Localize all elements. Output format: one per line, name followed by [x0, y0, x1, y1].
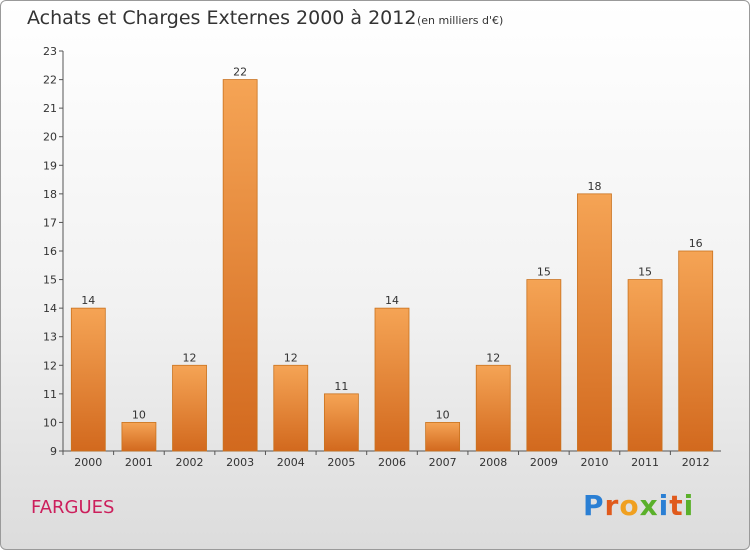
x-tick-label: 2000 — [74, 456, 102, 469]
x-tick-label: 2005 — [327, 456, 355, 469]
bar — [526, 279, 562, 452]
y-tick-label: 22 — [43, 74, 57, 87]
x-tick-label: 2007 — [429, 456, 457, 469]
x-tick-label: 2006 — [378, 456, 406, 469]
bar-value-label: 12 — [486, 351, 500, 364]
y-tick-label: 23 — [43, 45, 57, 58]
y-tick-label: 17 — [43, 216, 57, 229]
bar-value-label: 10 — [436, 408, 450, 421]
y-tick-label: 12 — [43, 359, 57, 372]
bar-value-label: 15 — [638, 266, 652, 279]
bar-value-label: 16 — [689, 237, 703, 250]
y-tick-label: 18 — [43, 188, 57, 201]
y-tick-label: 19 — [43, 159, 57, 172]
logo-letter: o — [619, 489, 640, 522]
x-tick-label: 2012 — [682, 456, 710, 469]
bar — [172, 364, 207, 452]
bar — [273, 364, 309, 452]
chart-title: Achats et Charges Externes 2000 à 2012 — [27, 7, 417, 29]
x-tick-label: 2008 — [479, 456, 507, 469]
bar — [577, 193, 612, 452]
bar-value-label: 18 — [587, 180, 601, 193]
logo-letter: P — [583, 489, 605, 522]
y-tick-label: 15 — [43, 274, 57, 287]
x-tick-label: 2001 — [125, 456, 153, 469]
y-tick-label: 20 — [43, 131, 57, 144]
x-tick-label: 2003 — [226, 456, 254, 469]
bar — [425, 422, 461, 452]
bar — [70, 307, 106, 452]
labels: 9 10 11 12 13 14 15 16 17 18 19 20 21 22 23 14 2000 10 200… — [43, 45, 710, 469]
logo-letter: i — [658, 489, 670, 522]
logo-letter: r — [604, 489, 620, 522]
x-tick-label: 2009 — [530, 456, 558, 469]
bar — [475, 364, 511, 452]
bar-value-label: 10 — [132, 408, 146, 421]
bar-value-label: 11 — [334, 380, 348, 393]
y-tick-label: 14 — [43, 302, 57, 315]
x-tick-label: 2002 — [176, 456, 204, 469]
bar — [678, 250, 714, 452]
proxiti-logo: Proxiti — [583, 489, 694, 523]
y-tick-label: 13 — [43, 331, 57, 344]
bar — [323, 393, 359, 452]
commune-name: FARGUES — [31, 497, 115, 518]
bar-value-label: 14 — [81, 294, 95, 307]
x-tick-label: 2010 — [580, 456, 608, 469]
bar-value-label: 12 — [183, 351, 197, 364]
bar — [121, 422, 157, 452]
bar — [222, 79, 258, 452]
bars — [70, 79, 714, 452]
x-tick-label: 2004 — [277, 456, 305, 469]
bar — [627, 279, 663, 452]
y-tick-label: 16 — [43, 245, 57, 258]
y-tick-label: 21 — [43, 102, 57, 115]
bar — [374, 307, 410, 452]
y-tick-label: 9 — [50, 445, 57, 458]
logo-letter: t — [669, 489, 684, 522]
bar-value-label: 12 — [284, 351, 298, 364]
logo-letter: i — [683, 489, 695, 522]
chart-subtitle: (en milliers d'€) — [417, 14, 504, 27]
y-tick-label: 11 — [43, 388, 57, 401]
bar-value-label: 15 — [537, 266, 551, 279]
x-tick-label: 2011 — [631, 456, 659, 469]
bar-value-label: 14 — [385, 294, 399, 307]
y-tick-label: 10 — [43, 416, 57, 429]
bar-value-label: 22 — [233, 66, 247, 79]
logo-letter: x — [639, 489, 659, 522]
